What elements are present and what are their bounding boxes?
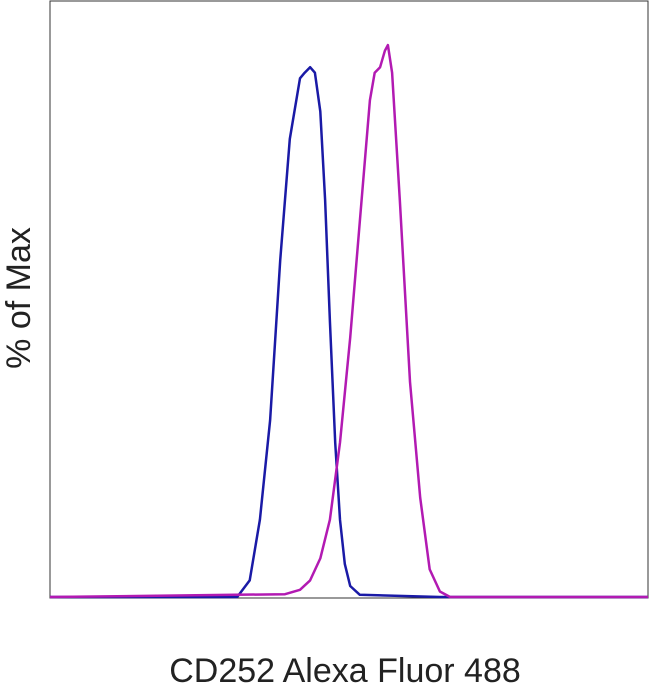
- y-axis-label: % of Max: [0, 227, 38, 369]
- histogram-line: [49, 43, 648, 599]
- plot-frame: [49, 0, 649, 599]
- x-axis-label: CD252 Alexa Fluor 488: [169, 652, 521, 687]
- histogram-line: [50, 65, 648, 599]
